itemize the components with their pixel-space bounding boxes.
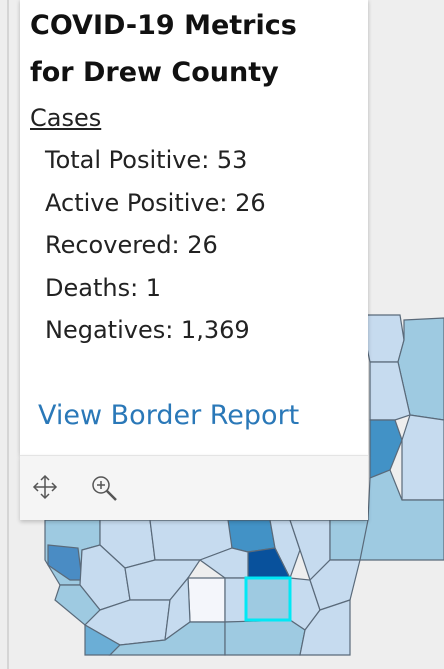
metric: Active Positive: 26	[45, 189, 266, 217]
county	[187, 577, 226, 623]
report-link[interactable]: View Border Report	[38, 400, 300, 431]
metric: Negatives: 1,369	[45, 316, 250, 344]
pan-icon[interactable]	[32, 474, 58, 500]
popup-title: COVID-19 Metrics	[30, 10, 297, 41]
popup: COVID-19 Metrics for Drew County Cases T…	[20, 0, 368, 455]
county	[198, 547, 249, 579]
county	[309, 559, 361, 611]
popup-title: for Drew County	[30, 57, 279, 88]
county	[245, 577, 291, 621]
metric: Deaths: 1	[45, 274, 162, 302]
county	[299, 599, 351, 656]
county	[224, 619, 306, 656]
metric: Total Positive: 53	[45, 146, 248, 174]
county	[369, 419, 403, 479]
metric: Recovered: 26	[45, 231, 218, 259]
selected-county[interactable]	[244, 576, 292, 622]
county	[47, 544, 83, 581]
county	[269, 519, 301, 580]
county	[227, 519, 276, 553]
county	[401, 414, 444, 501]
popup-footer	[20, 455, 368, 520]
county	[369, 361, 411, 421]
zoom-icon[interactable]	[90, 474, 118, 502]
counties	[44, 314, 444, 656]
section-heading: Cases	[30, 104, 102, 132]
